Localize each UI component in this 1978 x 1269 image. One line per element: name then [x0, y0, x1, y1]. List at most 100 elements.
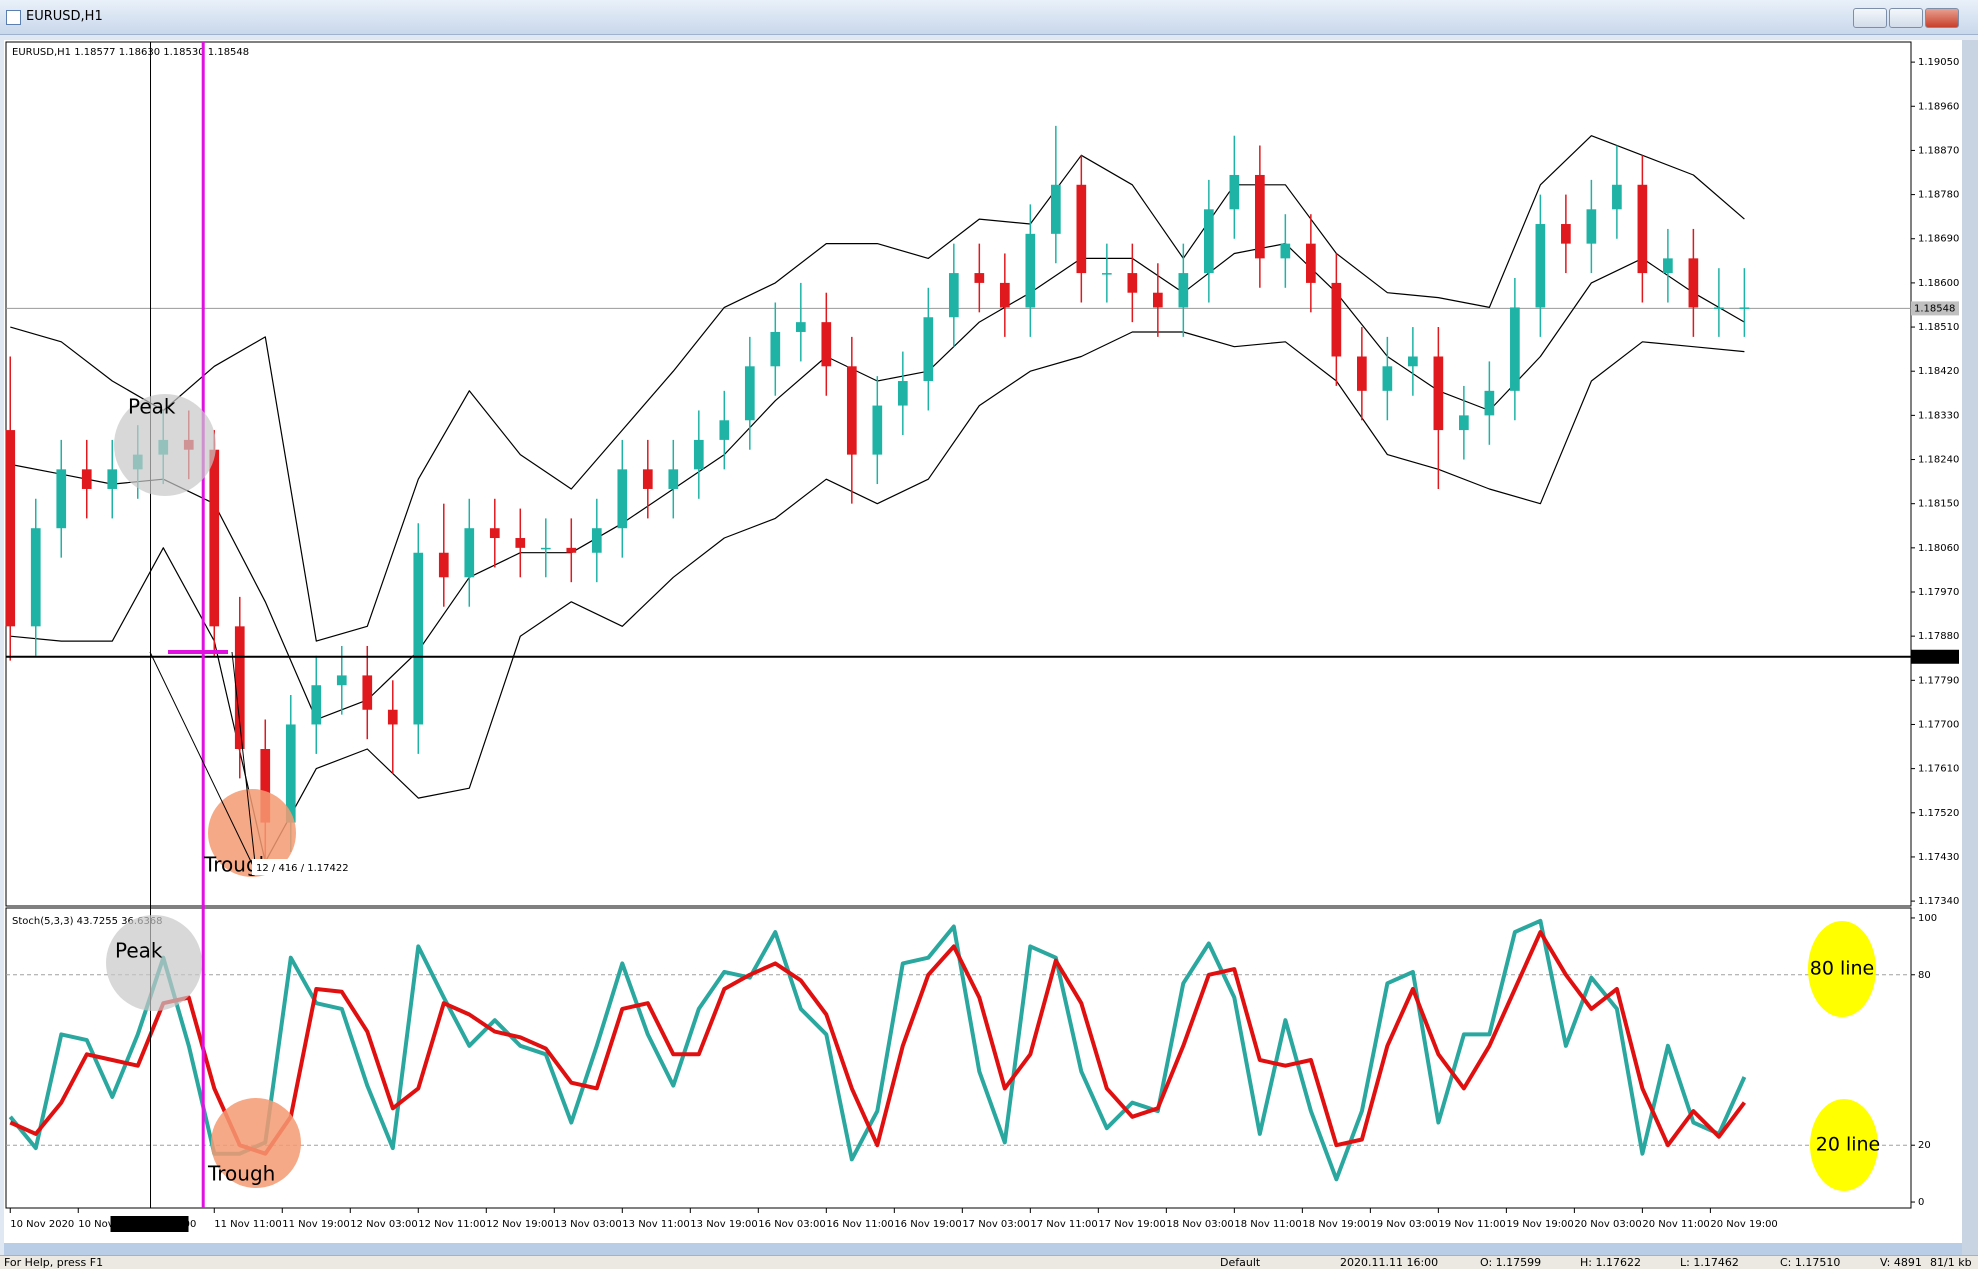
status-item: L: 1.17462: [1680, 1256, 1739, 1269]
status-bar: For Help, press F1 Default 2020.11.11 16:0…: [0, 1255, 1978, 1269]
x-tick-label: 20 Nov 03:00: [1574, 1219, 1641, 1230]
x-tick-label: 12 Nov 03:00: [350, 1219, 417, 1230]
y-tick-label: 1.18600: [1918, 278, 1959, 289]
x-tick-label: 13 Nov 03:00: [554, 1219, 621, 1230]
y-tick-label: 1.17970: [1918, 587, 1959, 598]
candle-body: [260, 748, 271, 823]
candle-body: [821, 322, 832, 367]
y-tick-label: 1.18240: [1918, 455, 1959, 466]
candle-body: [107, 469, 118, 489]
y-tick-label: 1.17700: [1918, 719, 1959, 730]
y-tick-label: 100: [1918, 913, 1937, 924]
candle-body: [336, 675, 347, 686]
x-tick-label: 19 Nov 03:00: [1370, 1219, 1437, 1230]
stoch-panel: [5, 907, 1912, 1209]
candle-body: [974, 273, 985, 283]
candle-body: [209, 449, 220, 627]
stoch-header: Stoch(5,3,3) 43.7255 36.6368: [12, 916, 163, 927]
x-tick-label: 11 Nov 19:00: [282, 1219, 349, 1230]
candle-body: [948, 273, 959, 318]
main-header: EURUSD,H1 1.18577 1.18630 1.18530 1.1854…: [12, 47, 249, 58]
candle-body: [1101, 273, 1112, 275]
candle-body: [81, 469, 92, 489]
candle-body: [1739, 307, 1750, 309]
candle-body: [897, 381, 908, 406]
tooltip-box: [252, 859, 342, 875]
band-upper: [10, 135, 1745, 642]
candle-body: [923, 317, 934, 382]
status-item: 81/1 kb: [1930, 1256, 1972, 1269]
candle-body: [1025, 233, 1036, 308]
x-tick-label: 10 Nov: [78, 1219, 114, 1230]
y-tick-label: 1.18330: [1918, 410, 1959, 421]
x-tick-label: 17 Nov 11:00: [1030, 1219, 1097, 1230]
candle-body: [642, 469, 653, 489]
x-tick-label: 11 Nov 11:00: [214, 1219, 281, 1230]
candle-body: [413, 552, 424, 725]
candle-body: [1178, 273, 1189, 308]
x-tick-label: 20 Nov 11:00: [1642, 1219, 1709, 1230]
candle-body: [770, 331, 781, 367]
x-tick-label: 18 Nov 19:00: [1302, 1219, 1369, 1230]
stoch-line: [9, 930, 1747, 1156]
window-icon: [6, 10, 21, 25]
candle-body: [234, 626, 245, 749]
crosshair-price-label: 1.17838: [1914, 652, 1955, 663]
window-title: EURUSD,H1: [26, 9, 103, 24]
restore-button[interactable]: [1889, 8, 1923, 28]
y-tick-label: 1.18780: [1918, 190, 1959, 201]
y-tick-label: 1.18150: [1918, 499, 1959, 510]
line80-label: 80 line: [1810, 958, 1875, 980]
y-tick-label: 0: [1918, 1197, 1924, 1208]
x-tick-label: 18 Nov 11:00: [1234, 1219, 1301, 1230]
candle-body: [1357, 356, 1367, 391]
candle-body: [1663, 258, 1673, 274]
status-item: O: 1.17599: [1480, 1256, 1542, 1269]
candle-body: [872, 405, 883, 455]
y-tick-label: 1.17340: [1918, 896, 1959, 907]
candle-body: [744, 366, 755, 421]
x-tick-label: 17 Nov 19:00: [1098, 1219, 1165, 1230]
candle-body: [56, 469, 67, 529]
line20-label: 20 line: [1816, 1134, 1881, 1156]
x-tick-label: 10 Nov 2020: [10, 1219, 74, 1230]
y-tick-label: 1.18510: [1918, 322, 1959, 333]
close-button[interactable]: [1925, 8, 1959, 28]
minimize-button[interactable]: [1853, 8, 1887, 28]
x-tick-label: 12 Nov 19:00: [486, 1219, 553, 1230]
guide-line: [231, 651, 257, 873]
y-tick-label: 1.17790: [1918, 675, 1959, 686]
last-price-box: [1911, 301, 1959, 316]
last-price-label: 1.18548: [1914, 303, 1955, 314]
candle-body: [285, 724, 296, 823]
x-tick-label: 17 Nov 03:00: [962, 1219, 1029, 1230]
status-item: For Help, press F1: [4, 1256, 104, 1269]
tab-strip: [4, 1243, 1962, 1255]
candle-body: [5, 430, 16, 627]
annotations: Peak Trough 12 / 416 / 1.17422 Peak Trou…: [106, 394, 1880, 1191]
chart-bg: [4, 40, 1962, 1243]
crosshair-time-label: 2020.11.11 4:00: [114, 1219, 197, 1230]
candle-body: [311, 685, 322, 725]
candle-body: [1331, 282, 1342, 357]
candle-body: [1612, 184, 1622, 210]
candle-body: [719, 420, 730, 440]
y-tick-label: 1.18870: [1918, 145, 1959, 156]
status-item: 2020.11.11 16:00: [1340, 1256, 1439, 1269]
candle-body: [1203, 209, 1214, 274]
y-tick-label: 1.17520: [1918, 808, 1959, 819]
band-lower: [10, 331, 1745, 863]
candle-body: [693, 439, 704, 470]
y-tick-label: 1.18960: [1918, 101, 1959, 112]
title-bar: EURUSD,H1: [0, 0, 1978, 35]
candle-body: [1535, 224, 1546, 308]
candle-body: [566, 547, 577, 553]
candle-body: [30, 528, 41, 627]
crosshair-price-box: [1911, 649, 1959, 664]
x-tick-label: 16 Nov 11:00: [826, 1219, 893, 1230]
candle-body: [438, 552, 449, 578]
candle-body: [1408, 356, 1418, 367]
y-tick-label: 1.17880: [1918, 631, 1959, 642]
x-tick-label: 12 Nov 11:00: [418, 1219, 485, 1230]
